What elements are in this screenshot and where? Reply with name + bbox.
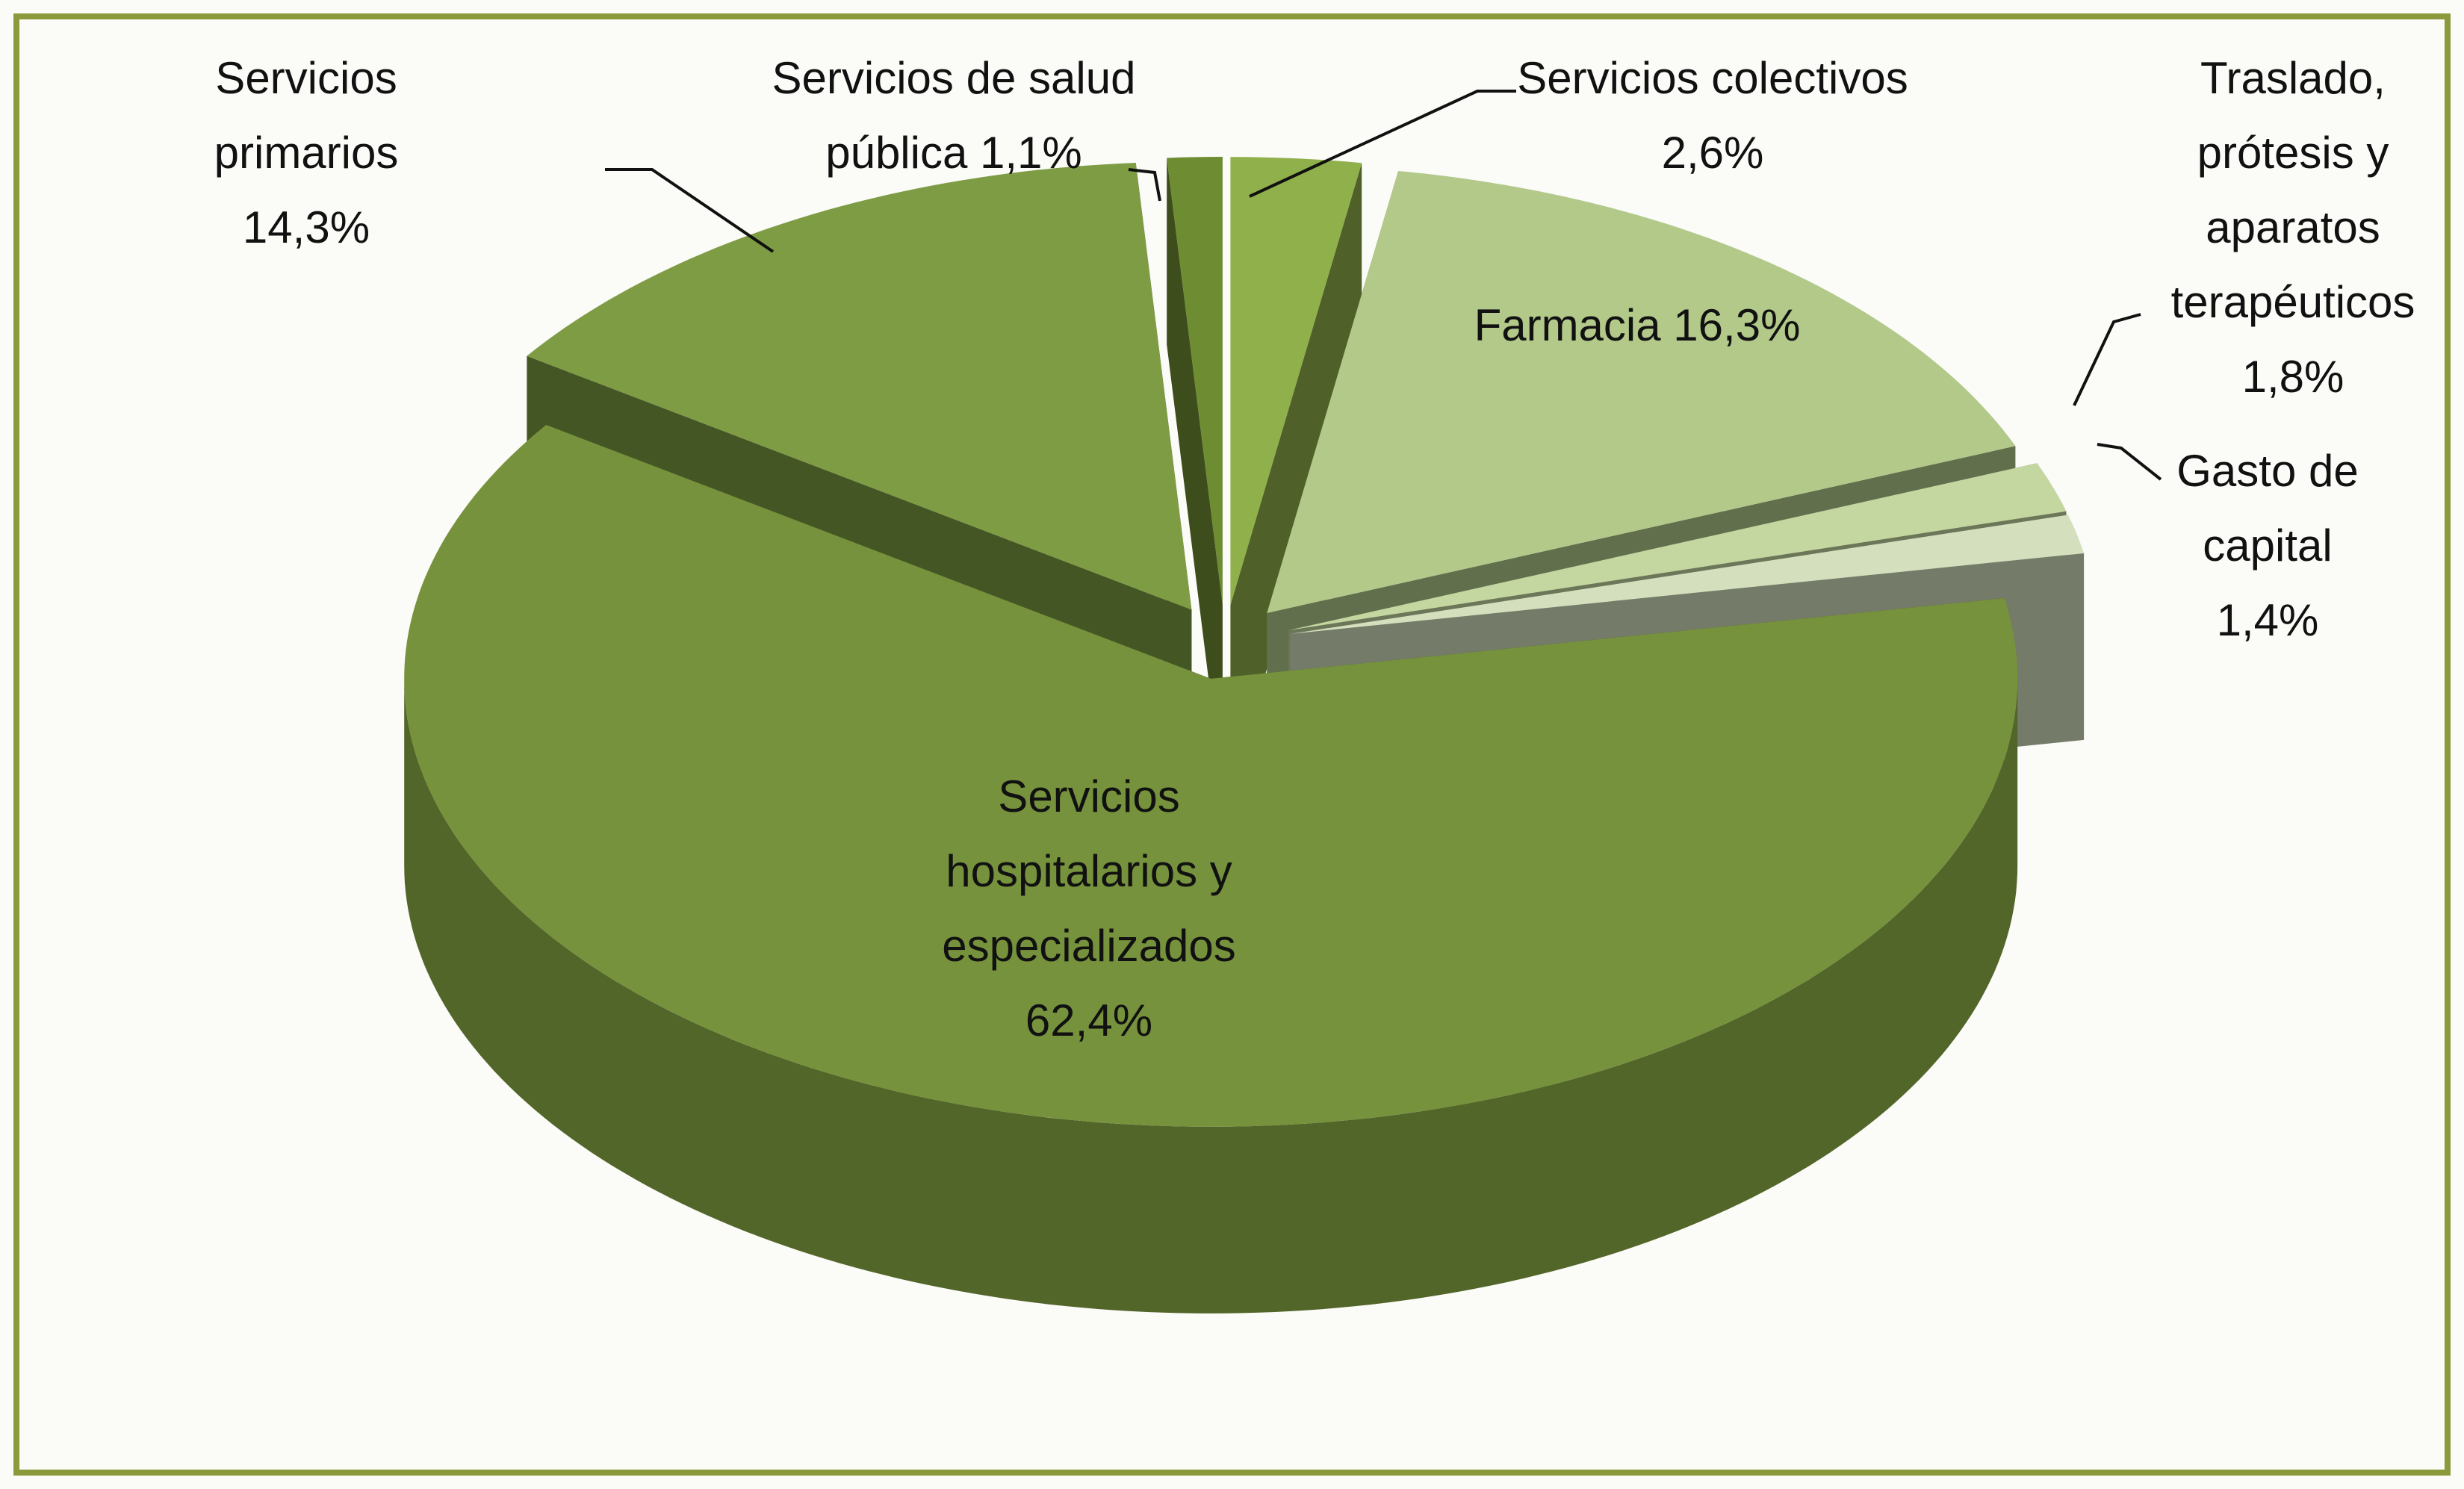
category-label: Traslado, prótesis y aparatos terapéutic… [2170, 53, 2415, 327]
slice-label: Gasto de capital 1,4% [2148, 434, 2387, 658]
slice-edge [1230, 163, 1362, 792]
category-label: Servicios hospitalarios y especializados [942, 771, 1236, 971]
slice [404, 425, 2018, 1127]
category-label: Servicios de salud pública [772, 53, 1136, 178]
slice [527, 163, 1192, 610]
value-label: 16,3% [1673, 300, 1801, 350]
leader-line [2073, 313, 2141, 406]
slice-label: Servicios de salud pública 1,1% [715, 41, 1193, 190]
value-label: 1,8% [2241, 352, 2344, 402]
leader-line [605, 168, 775, 253]
value-label: 1,4% [2216, 595, 2319, 645]
slice-label: Servicios primarios 14,3% [157, 41, 456, 265]
category-label: Farmacia [1474, 300, 1661, 350]
slice-label: Servicios colectivos 2,6% [1503, 41, 1922, 190]
slice [1288, 463, 2067, 630]
slice-edge [1167, 158, 1223, 792]
slice-label: Traslado, prótesis y aparatos terapéutic… [2136, 41, 2450, 414]
slice [1267, 171, 2016, 613]
value-label: 62,4% [1025, 995, 1153, 1045]
slice [1167, 157, 1223, 605]
category-label: Servicios colectivos [1517, 53, 1908, 103]
slice-label: Farmacia 16,3% [1376, 288, 1899, 363]
leader-line [1128, 168, 1161, 202]
slice-side [404, 678, 2018, 1314]
leader-line [2097, 443, 2162, 481]
category-label: Gasto de capital [2176, 446, 2359, 571]
pie [404, 157, 2085, 1314]
slice [1290, 515, 2085, 634]
category-label: Servicios primarios [214, 53, 399, 178]
value-label: 1,1% [980, 128, 1082, 178]
leader-line [1249, 90, 1516, 198]
value-label: 2,6% [1661, 128, 1764, 178]
value-label: 14,3% [242, 202, 370, 252]
slice-label: Servicios hospitalarios y especializados… [895, 759, 1283, 1058]
slice [1230, 157, 1362, 606]
